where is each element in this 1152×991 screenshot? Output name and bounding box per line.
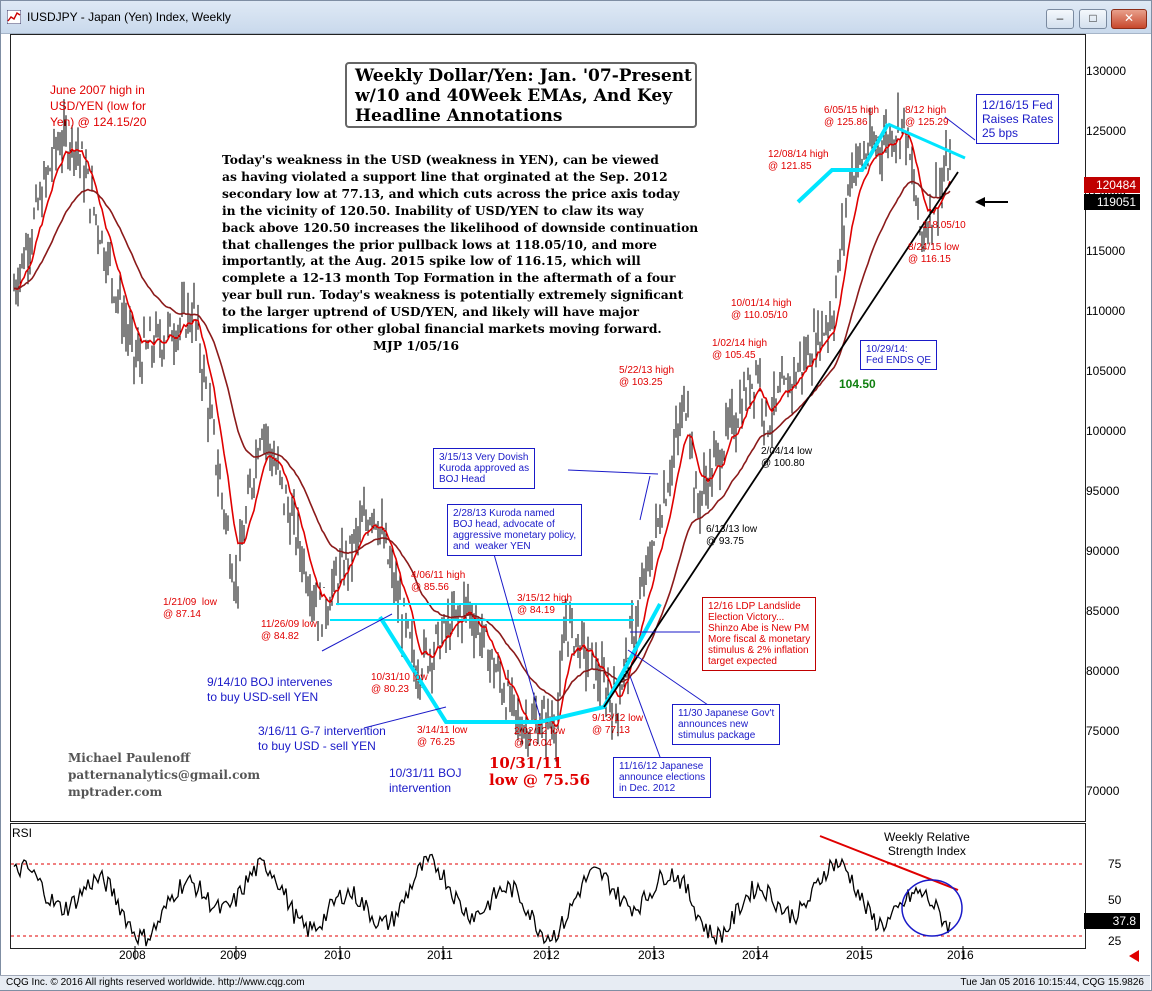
kuroda-approved-box: 3/15/13 Very Dovish Kuroda approved as B… <box>433 448 536 489</box>
annotation-jun2015: 6/05/15 high @ 125.86 <box>824 105 880 128</box>
kuroda-named-box: 2/28/13 Kuroda named BOJ head, advocate … <box>447 504 583 556</box>
rsi-tick-75: 75 <box>1108 857 1122 871</box>
annotation-may2013: 5/22/13 high @ 103.25 <box>619 365 675 388</box>
annotation-boj-2010: 9/14/10 BOJ intervenes to buy USD-sell Y… <box>207 675 333 704</box>
price-tick-label: 70000 <box>1086 784 1120 798</box>
annotation-leader-line <box>321 613 393 652</box>
price-bars <box>13 92 951 762</box>
signature: MJP 1/05/16 <box>373 338 460 353</box>
annotation-mar2012: 3/15/12 high @ 84.19 <box>517 593 573 616</box>
elections-box: 11/16/12 Japanese announce elections in … <box>613 757 712 798</box>
annotation-june2007: June 2007 high in USD/YEN (low for Yen) … <box>50 83 147 129</box>
year-label: 2009 <box>220 948 247 962</box>
status-bar: CQG Inc. © 2016 All rights reserved worl… <box>0 975 1150 990</box>
rsi-circle <box>901 879 963 937</box>
annotation-jan2009: 1/21/09 low @ 87.14 <box>163 597 217 620</box>
annotation-leader-line <box>627 649 709 706</box>
year-label: 2015 <box>846 948 873 962</box>
annotation-leader-line <box>629 675 661 758</box>
bottom-channel-line <box>378 603 662 724</box>
year-label: 2008 <box>119 948 146 962</box>
top-channel-rising <box>796 123 890 204</box>
fed-rate-hike-box: 12/16/15 Fed Raises Rates 25 bps <box>976 94 1060 144</box>
annotation-leader-line <box>639 475 651 521</box>
price-tick-label: 85000 <box>1086 604 1120 618</box>
rsi-tick-50: 50 <box>1108 893 1122 907</box>
rsi-title: Weekly Relative Strength Index <box>884 830 970 858</box>
last-price-tag: 119051 <box>1084 194 1140 210</box>
annotation-oct2010: 10/31/10 low @ 80.23 <box>371 672 428 695</box>
scroll-left-icon[interactable] <box>1126 948 1142 964</box>
price-tick-label: 125000 <box>1086 124 1127 138</box>
price-tick-label: 130000 <box>1086 64 1127 78</box>
rsi-line <box>13 853 951 947</box>
last-price-arrowhead <box>975 197 985 207</box>
rsi-tick-25: 25 <box>1108 934 1122 948</box>
price-tick-label: 115000 <box>1086 244 1126 258</box>
annotation-118: 118.05/10 <box>922 220 966 231</box>
maximize-button[interactable]: □ <box>1079 9 1107 29</box>
annotation-aug2015-low: 8/24/15 low @ 116.15 <box>908 242 960 265</box>
price-pane[interactable] <box>10 34 1086 822</box>
close-button[interactable]: ✕ <box>1111 9 1147 29</box>
ema-price-tag: 120484 <box>1084 177 1140 193</box>
year-label: 2011 <box>427 948 453 962</box>
price-tick-label: 90000 <box>1086 544 1120 558</box>
annotation-nov2009: 11/26/09 low @ 84.82 <box>261 619 317 642</box>
price-tick-label: 100000 <box>1086 424 1127 438</box>
annotation-feb2014: 2/04/14 low @ 100.80 <box>761 446 813 469</box>
rsi-current-tag: 37.8 <box>1084 913 1140 929</box>
annotation-leader-line <box>363 706 447 729</box>
price-tick-label: 75000 <box>1086 724 1120 738</box>
annotation-aug2015-high: 8/12 high @ 125.29 <box>905 105 949 128</box>
stimulus-box: 11/30 Japanese Gov't announces new stimu… <box>672 704 781 745</box>
rsi-label: RSI <box>12 826 33 840</box>
annotation-oct2011: 10/31/11 low @ 75.56 <box>489 754 591 789</box>
annotation-boj-2011: 10/31/11 BOJ intervention <box>389 766 462 795</box>
price-tick-label: 80000 <box>1086 664 1120 678</box>
annotation-104-50: 104.50 <box>839 377 876 391</box>
copyright-text: CQG Inc. © 2016 All rights reserved worl… <box>6 977 305 988</box>
window-title: IUSDJPY - Japan (Yen) Index, Weekly <box>27 10 231 24</box>
support-trendline <box>603 171 959 708</box>
year-label: 2013 <box>638 948 665 962</box>
annotation-oct2014: 10/01/14 high @ 110.05/10 <box>731 298 792 321</box>
author-credit: Michael Paulenoff patternanalytics@gmail… <box>68 751 261 799</box>
annotation-apr2011: 4/06/11 high @ 85.56 <box>411 570 466 593</box>
annotation-g7-2011: 3/16/11 G-7 intervention to buy USD - se… <box>258 724 386 753</box>
annotation-jan2014: 1/02/14 high @ 105.45 <box>712 338 768 361</box>
annotation-jun2013: 6/13/13 low @ 93.75 <box>706 524 758 547</box>
commentary-text: Today's weakness in the USD (weakness in… <box>222 152 699 337</box>
annotation-sep2012: 9/13/12 low @ 77.13 <box>592 713 644 736</box>
price-tick-label: 105000 <box>1086 364 1127 378</box>
rsi-pane[interactable] <box>10 823 1086 949</box>
title-bar: IUSDJPY - Japan (Yen) Index, Weekly ‒ □ … <box>1 1 1151 34</box>
chart-app-icon <box>7 10 21 24</box>
year-label: 2016 <box>947 948 974 962</box>
chart-title-box: Weekly Dollar/Yen: Jan. '07-Present w/10… <box>345 62 697 128</box>
rsi-downtrend-line <box>819 835 959 891</box>
top-channel-falling <box>887 122 966 160</box>
annotation-dec2014: 12/08/14 high @ 121.85 <box>768 149 829 172</box>
year-label: 2010 <box>324 948 351 962</box>
price-tick-label: 110000 <box>1086 304 1126 318</box>
annotation-mar2011: 3/14/11 low @ 76.25 <box>417 725 468 748</box>
annotation-leader-line <box>487 532 541 718</box>
year-label: 2014 <box>742 948 769 962</box>
ema-10-line <box>13 129 951 728</box>
annotation-leader-line <box>567 469 659 475</box>
year-label: 2012 <box>533 948 560 962</box>
ldp-election-box: 12/16 LDP Landslide Election Victory... … <box>702 597 817 671</box>
annotation-feb2012: 2/02/12 low @ 76.04 <box>514 726 566 749</box>
minimize-button[interactable]: ‒ <box>1046 9 1074 29</box>
status-timestamp: Tue Jan 05 2016 10:15:44, CQG 15.9826 <box>960 977 1144 988</box>
annotation-leader-line <box>944 116 976 141</box>
price-tick-label: 95000 <box>1086 484 1120 498</box>
fed-ends-qe-box: 10/29/14: Fed ENDS QE <box>860 340 938 370</box>
